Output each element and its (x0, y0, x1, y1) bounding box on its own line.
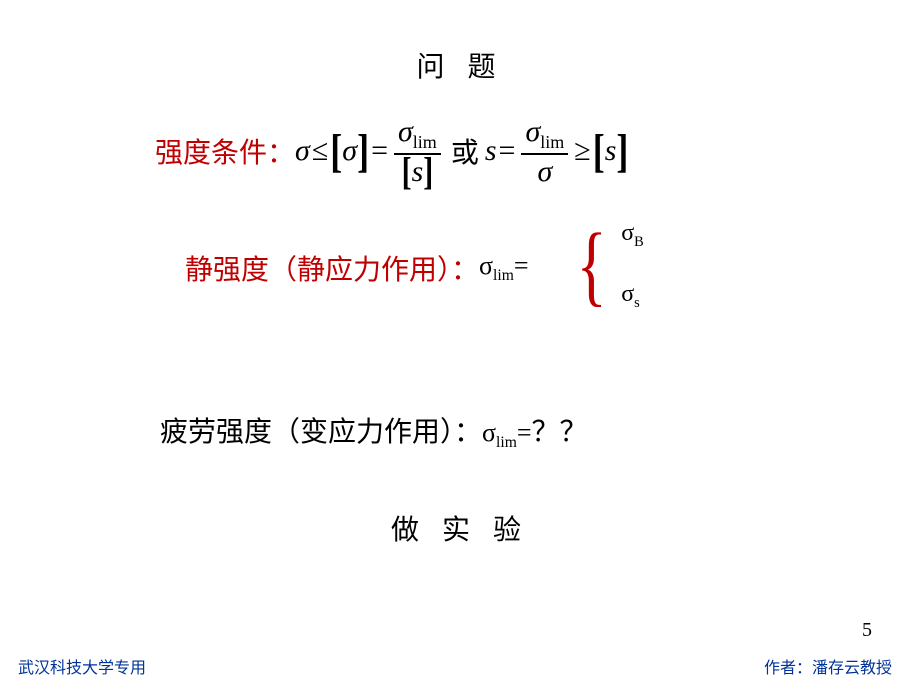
slide-title: 问 题 (0, 0, 920, 85)
static-strength-row: 静强度（静应力作用）： σlim= (185, 248, 529, 288)
sigma: σ (295, 134, 310, 168)
eq-op: = (371, 134, 388, 168)
frac1-den: [s] (398, 155, 438, 188)
sigma-inner: σ (342, 134, 357, 168)
sigma-num: σ (398, 115, 413, 148)
brace-group: { σB σs (570, 220, 644, 312)
or-text: 或 (451, 131, 479, 171)
page-number: 5 (862, 619, 872, 642)
frac2-den: σ (533, 155, 556, 188)
sigma-s: σs (621, 281, 644, 312)
sigma-num2: σ (525, 115, 540, 148)
lim-sub-q: lim (496, 434, 517, 451)
rbr-den: ] (423, 150, 433, 193)
sigma-b-sub: B (634, 234, 644, 250)
sigma-den: σ (537, 155, 552, 188)
lim-sub2: lim (540, 132, 564, 152)
le-op: ≤ (312, 134, 328, 168)
footer-right: 作者：潘存云教授 (764, 654, 892, 678)
sigma-b: σB (621, 220, 644, 251)
sigma-q: σ (482, 418, 496, 447)
sigma-s-sym: σ (621, 281, 634, 307)
lbr-den: [ (402, 150, 412, 193)
frac2-num: σlim (521, 115, 568, 153)
eq-q: = (517, 418, 532, 447)
frac1-num: σlim (394, 115, 441, 153)
s-var: s (485, 134, 497, 168)
rbracket2: ] (616, 124, 628, 179)
lim-sub: lim (413, 132, 437, 152)
strength-label: 强度条件： (155, 131, 295, 171)
static-label: 静强度（静应力作用）： (185, 248, 479, 288)
fraction-1: σlim [s] (394, 115, 441, 188)
strength-formula: σ ≤ [ σ ] = σlim [s] 或 s = σlim (295, 115, 628, 188)
fatigue-label: 疲劳强度（变应力作用）： (160, 417, 482, 448)
brace-items: σB σs (621, 220, 644, 312)
sigma-lim-q: σlim= (482, 418, 531, 447)
sigma-s-sub: s (634, 295, 640, 311)
strength-condition-row: 强度条件： σ ≤ [ σ ] = σlim [s] 或 s = σli (155, 115, 628, 188)
lbracket2: [ (593, 124, 605, 179)
lbracket: [ (330, 124, 342, 179)
sigma-b-sym: σ (621, 220, 634, 246)
ge-op: ≥ (574, 134, 590, 168)
s-den: s (412, 155, 424, 188)
footer-left: 武汉科技大学专用 (18, 654, 146, 678)
sigma-sym: σ (479, 251, 493, 280)
slide: 问 题 强度条件： σ ≤ [ σ ] = σlim [s] 或 s = (0, 0, 920, 690)
rbracket: ] (357, 124, 369, 179)
fraction-2: σlim σ (521, 115, 568, 188)
left-brace: { (576, 221, 606, 311)
sigma-lim-expr: σlim= (479, 251, 528, 285)
question-marks: ？？ (532, 417, 588, 448)
fatigue-strength-row: 疲劳强度（变应力作用）：σlim=？？ (160, 410, 588, 452)
s-inner: s (605, 134, 617, 168)
eq3: = (514, 251, 529, 280)
lim-sub3: lim (493, 267, 514, 284)
experiment-text: 做 实 验 (0, 508, 920, 548)
eq-op2: = (499, 134, 516, 168)
